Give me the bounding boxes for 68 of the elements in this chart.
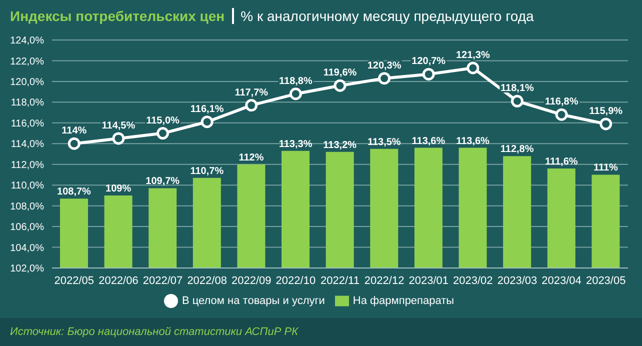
point [510,94,524,108]
y-tick-label: 112,0% [10,160,44,171]
x-tick-label: 2023/05 [586,274,626,287]
point [156,127,170,140]
point [200,116,214,128]
chart-subtitle: % к аналогичному месяцу предыдущего года [240,8,534,24]
x-tick-label: 2022/11 [320,274,360,287]
data-label: 112,8% [500,144,534,156]
data-label: 118,8% [279,76,312,87]
x-tick-label: 2022/07 [142,274,183,287]
x-tick-label: 2022/06 [98,274,138,287]
point [600,118,612,130]
y-tick-label: 122,0% [10,56,44,68]
point [112,132,125,145]
y-tick-label: 104,0% [10,242,44,254]
point [466,62,480,74]
data-label: 113,3% [278,138,312,150]
data-label: 117,7% [234,87,268,98]
x-tick-label: 2022/08 [187,274,227,287]
text: Источник: Бюро национальной статистики АСПиР РК [10,326,298,338]
data-label: 110,7% [190,166,224,177]
y-tick-label: 110,0% [10,180,44,192]
data-label: 109,7% [146,176,180,188]
data-label: 111% [593,162,618,174]
point [555,108,568,121]
point [289,88,302,100]
x-tick-label: 2023/02 [453,274,493,287]
data-label: 120,7% [412,56,446,68]
data-label: 111,6% [544,156,578,168]
x-tick-label: 2023/01 [408,274,448,287]
data-label: 114,5% [102,120,136,132]
x-tick-label: 2022/05 [54,274,94,287]
data-label: 121,3% [456,50,490,61]
data-label: 115,9% [589,106,623,117]
y-tick-label: 108,0% [10,201,44,212]
chart-title: Индексы потребительских цен [10,8,225,24]
data-label: 113,2% [323,140,357,151]
data-label: 113,6% [456,136,490,147]
legend-label: В целом на товары и услуги [182,294,325,307]
y-tick-label: 124,0% [10,36,44,47]
y-tick-label: 116,0% [10,118,44,130]
data-label: 108,7% [57,186,92,198]
point [334,79,346,92]
x-tick-label: 2022/09 [232,274,272,287]
x-tick-label: 2022/12 [364,274,404,287]
x-tick-label: 2022/10 [276,274,316,287]
point [245,99,258,112]
point [378,72,391,85]
data-label: 119,6% [323,68,357,79]
y-tick-label: 120,0% [10,77,44,88]
point [68,137,80,150]
y-tick-label: 118,0% [10,98,44,109]
data-label: 120,3% [367,60,402,72]
legend-label: На фармпрепараты [352,294,454,307]
data-label: 116,1% [190,104,224,115]
y-tick-label: 106,0% [10,222,44,234]
data-label: 112% [238,152,264,164]
x-tick-label: 2023/03 [497,274,538,287]
x-tick-label: 2023/04 [542,274,582,287]
data-label: 113,5% [367,136,401,148]
y-tick-label: 102,0% [10,264,44,275]
data-label: 116,8% [544,96,578,108]
point [422,68,435,80]
data-label: 113,6% [412,136,446,147]
data-label: 109% [106,183,132,194]
data-label: 115,0% [146,115,180,126]
y-tick-label: 114,0% [10,139,44,150]
data-label: 114% [62,126,87,137]
